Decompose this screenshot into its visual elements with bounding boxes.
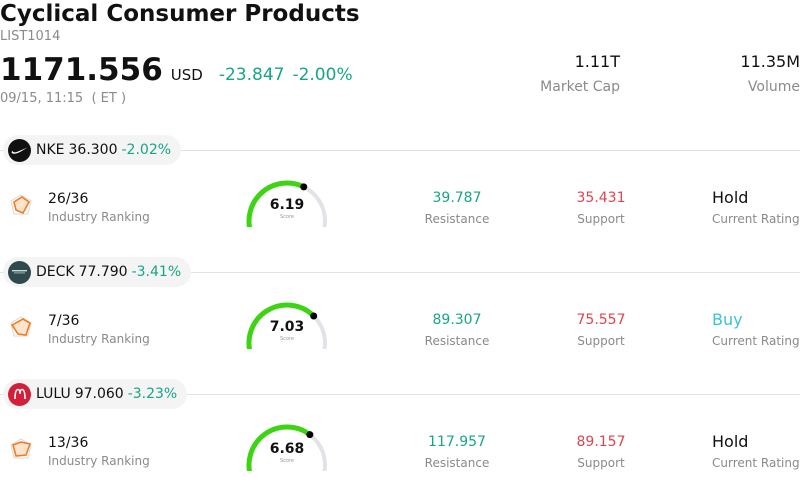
resistance-value: 117.957 bbox=[428, 434, 486, 450]
ranking-label: Industry Ranking bbox=[48, 332, 150, 346]
rating-value: Hold bbox=[712, 432, 749, 451]
support-value: 75.557 bbox=[576, 312, 626, 328]
current-rating: Buy Current Rating bbox=[712, 310, 800, 349]
stock-ticker: LULU bbox=[36, 386, 71, 402]
section-divider bbox=[0, 394, 800, 395]
gauge-indicator bbox=[310, 312, 318, 320]
score-label: Score bbox=[279, 336, 294, 342]
volume-label: Volume bbox=[747, 79, 800, 95]
ranking-label: Industry Ranking bbox=[48, 210, 150, 224]
volume-value: 11.35M bbox=[740, 52, 800, 71]
market-cap-label: Market Cap bbox=[540, 79, 620, 95]
support-metric: 89.157 Support bbox=[546, 433, 656, 471]
score-gauge: 6.19 Score bbox=[244, 179, 330, 237]
support-label: Support bbox=[577, 212, 625, 226]
score-label: Score bbox=[279, 214, 294, 220]
score-label: Score bbox=[279, 458, 294, 464]
price-change: -23.847 bbox=[218, 65, 285, 85]
nike-swoosh-icon bbox=[8, 138, 31, 162]
score-gauge: 7.03 Score bbox=[244, 301, 330, 359]
ranking-value: 7/36 bbox=[48, 313, 80, 329]
lululemon-logo-icon bbox=[8, 382, 31, 406]
current-rating: Hold Current Rating bbox=[712, 188, 800, 227]
score-gauge-graphic bbox=[246, 424, 327, 481]
deckers-logo-icon bbox=[8, 260, 31, 284]
market-cap-value: 1.11T bbox=[574, 52, 620, 71]
currency-label: USD bbox=[170, 66, 203, 84]
support-value: 35.431 bbox=[576, 190, 626, 206]
ranking-value: 13/36 bbox=[48, 435, 89, 451]
volume-stat: 11.35M Volume bbox=[740, 52, 800, 97]
rating-value: Hold bbox=[712, 188, 749, 207]
resistance-value: 39.787 bbox=[432, 190, 482, 206]
stock-ticker: NKE bbox=[36, 142, 65, 158]
market-cap-stat: 1.11T Market Cap bbox=[540, 52, 620, 97]
gauge-fill bbox=[246, 180, 307, 237]
gauge-fill bbox=[246, 424, 313, 481]
industry-ranking: 7/36 Industry Ranking bbox=[48, 312, 150, 347]
stock-price: 36.300 bbox=[68, 142, 118, 158]
stock-change-percent: -3.41% bbox=[131, 264, 182, 280]
score-value: 6.68 bbox=[269, 441, 305, 457]
score-gauge: 6.68 Score bbox=[244, 423, 330, 481]
score-value: 7.03 bbox=[269, 319, 305, 335]
radar-ranking-icon bbox=[10, 438, 32, 459]
stock-change-percent: -2.02% bbox=[121, 142, 172, 158]
support-value: 89.157 bbox=[576, 434, 626, 450]
ranking-value: 26/36 bbox=[48, 191, 89, 207]
radar-ranking-icon bbox=[10, 194, 32, 215]
stock-price: 97.060 bbox=[74, 386, 124, 402]
score-value: 6.19 bbox=[269, 197, 305, 213]
resistance-label: Resistance bbox=[424, 212, 490, 226]
list-code: LIST1014 bbox=[0, 29, 61, 44]
gauge-indicator bbox=[306, 431, 314, 439]
stock-chip-lulu[interactable]: LULU 97.060 -3.23% bbox=[3, 379, 188, 409]
page-title: Cyclical Consumer Products bbox=[0, 1, 360, 27]
support-metric: 75.557 Support bbox=[546, 311, 656, 349]
rating-label: Current Rating bbox=[712, 456, 800, 470]
resistance-label: Resistance bbox=[424, 334, 490, 348]
radar-ranking-icon bbox=[10, 316, 32, 337]
support-label: Support bbox=[577, 456, 625, 470]
resistance-label: Resistance bbox=[424, 456, 490, 470]
gauge-fill bbox=[246, 302, 317, 359]
price-change-percent: -2.00% bbox=[292, 65, 353, 85]
rating-label: Current Rating bbox=[712, 334, 800, 348]
resistance-metric: 117.957 Resistance bbox=[402, 433, 512, 471]
resistance-metric: 89.307 Resistance bbox=[402, 311, 512, 349]
stock-ticker: DECK bbox=[36, 264, 75, 280]
support-metric: 35.431 Support bbox=[546, 189, 656, 227]
stock-change-percent: -3.23% bbox=[127, 386, 178, 402]
section-divider bbox=[0, 150, 800, 151]
rating-value: Buy bbox=[712, 310, 743, 329]
stock-chip-deck[interactable]: DECK 77.790 -3.41% bbox=[3, 257, 192, 287]
rating-label: Current Rating bbox=[712, 212, 800, 226]
resistance-value: 89.307 bbox=[432, 312, 482, 328]
score-gauge-graphic bbox=[246, 302, 327, 359]
index-price: 1171.556 bbox=[0, 52, 163, 88]
price-row: 1171.556 USD -23.847 -2.00% bbox=[0, 52, 353, 92]
score-gauge-graphic bbox=[246, 180, 327, 237]
support-label: Support bbox=[577, 334, 625, 348]
industry-ranking: 13/36 Industry Ranking bbox=[48, 434, 150, 469]
section-divider bbox=[0, 272, 800, 273]
timestamp: 09/15, 11:15 ( ET ) bbox=[0, 91, 127, 106]
stock-chip-nke[interactable]: NKE 36.300 -2.02% bbox=[3, 135, 182, 165]
gauge-indicator bbox=[300, 183, 308, 191]
resistance-metric: 39.787 Resistance bbox=[402, 189, 512, 227]
current-rating: Hold Current Rating bbox=[712, 432, 800, 471]
industry-ranking: 26/36 Industry Ranking bbox=[48, 190, 150, 225]
ranking-label: Industry Ranking bbox=[48, 454, 150, 468]
stock-price: 77.790 bbox=[78, 264, 128, 280]
